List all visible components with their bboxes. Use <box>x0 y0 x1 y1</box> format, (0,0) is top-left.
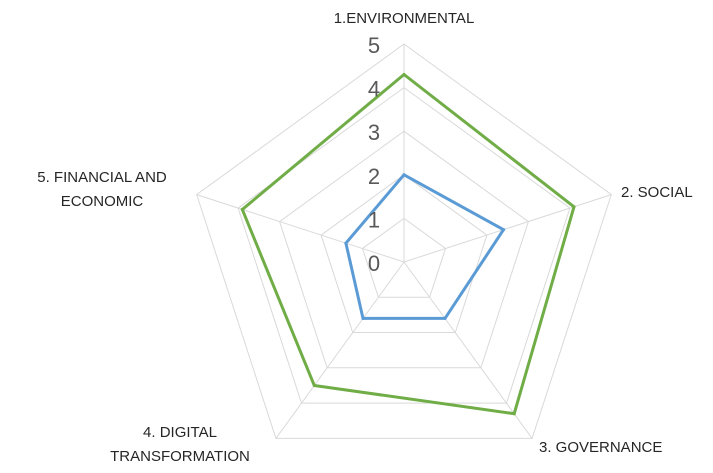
series-1-point-3 <box>443 316 447 320</box>
r-tick-label: 3 <box>368 120 380 145</box>
series-2-point-3 <box>512 412 516 416</box>
series-1-point-5 <box>344 241 348 245</box>
series-1-point-2 <box>502 228 505 232</box>
category-label-4: TRANSFORMATION <box>110 448 250 465</box>
series-1-point-4 <box>361 316 365 320</box>
series-1-line <box>344 172 506 320</box>
category-labels: 1.ENVIRONMENTAL 2. SOCIAL 3. GOVERNANCE 4. … <box>37 10 692 465</box>
spoke-4 <box>275 261 405 439</box>
series-2-line <box>240 72 576 416</box>
radar-grid <box>196 43 612 439</box>
series-2-point-5 <box>240 208 244 211</box>
category-label-3: 3. GOVERNANCE <box>539 439 662 456</box>
r-tick-label: 1 <box>368 207 380 232</box>
grid-ring-1 <box>361 217 447 298</box>
series-1-point-1 <box>402 173 406 177</box>
r-tick-label: 0 <box>368 251 380 276</box>
category-label-2: 2. SOCIAL <box>621 184 693 201</box>
grid-ring-3 <box>279 130 529 369</box>
category-label-4: 4. DIGITAL <box>143 424 217 441</box>
category-label-1: 1.ENVIRONMENTAL <box>334 10 475 27</box>
series-2-point-4 <box>312 384 316 387</box>
category-label-5: 5. FINANCIAL AND <box>37 169 167 186</box>
spoke-3 <box>403 261 533 439</box>
series-2-point-1 <box>402 73 406 76</box>
r-tick-label: 4 <box>368 77 380 102</box>
radial-tick-labels: 0 1 2 3 4 5 <box>368 33 380 276</box>
r-tick-label: 2 <box>368 164 380 189</box>
spoke-5 <box>196 194 405 263</box>
spoke-2 <box>403 194 612 263</box>
grid-ring-5 <box>196 43 612 439</box>
series-2-point-2 <box>572 205 576 209</box>
grid-ring-2 <box>320 174 488 333</box>
category-label-5: ECONOMIC <box>61 193 144 210</box>
r-tick-label: 5 <box>368 33 380 58</box>
radar-series <box>240 72 576 416</box>
